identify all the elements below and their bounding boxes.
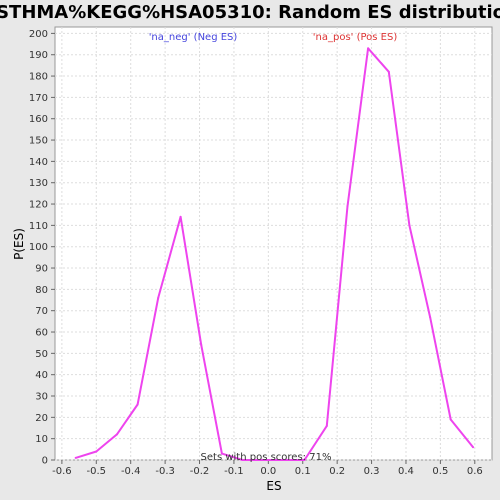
x-tick-label-2: -0.4	[121, 466, 141, 477]
data-point-0-14	[367, 47, 370, 50]
y-tick-label-20: 200	[29, 29, 48, 40]
x-tick-label-4: -0.2	[190, 466, 210, 477]
y-tick-label-12: 120	[29, 200, 48, 211]
y-tick-label-8: 80	[35, 285, 48, 296]
data-point-0-13	[346, 205, 349, 208]
legend-pos-es: 'na_pos' (Pos ES)	[313, 32, 398, 43]
y-tick-label-13: 130	[29, 178, 48, 189]
data-point-0-0	[74, 456, 77, 459]
pos-score-annotation: Sets with pos scores: 71%	[201, 452, 332, 463]
x-tick-label-1: -0.5	[87, 466, 107, 477]
y-tick-label-4: 40	[35, 370, 48, 381]
y-tick-label-5: 50	[35, 349, 48, 360]
legend-neg-es: 'na_neg' (Neg ES)	[149, 32, 238, 43]
x-tick-label-12: 0.6	[467, 466, 483, 477]
plot-area	[54, 26, 493, 461]
series-layer	[74, 47, 475, 461]
data-point-0-1	[95, 450, 98, 453]
x-tick-label-9: 0.3	[364, 466, 380, 477]
y-tick-label-2: 20	[35, 413, 48, 424]
x-tick-label-0: -0.6	[52, 466, 72, 477]
y-tick-label-11: 110	[29, 221, 48, 232]
y-tick-label-18: 180	[29, 72, 48, 83]
y-axis-ticks: 0 10 20 30 40 50 60 70 80 90 100 110 120 130 140 150 160…	[29, 29, 55, 467]
data-point-0-17	[429, 316, 432, 319]
series-line-0	[75, 47, 474, 461]
data-point-0-6	[200, 343, 203, 346]
x-axis-label: ES	[266, 479, 281, 493]
y-tick-label-10: 100	[29, 242, 48, 253]
x-tick-label-6: 0.0	[260, 466, 276, 477]
data-point-0-10	[282, 459, 285, 461]
data-point-0-4	[157, 296, 160, 299]
x-tick-label-7: 0.1	[295, 466, 311, 477]
data-point-0-8	[241, 459, 244, 461]
data-point-0-16	[408, 224, 411, 227]
data-point-0-15	[387, 70, 390, 73]
data-point-0-2	[115, 433, 118, 436]
y-tick-label-19: 190	[29, 50, 48, 61]
x-tick-label-3: -0.3	[155, 466, 175, 477]
y-tick-label-1: 10	[35, 434, 48, 445]
x-axis-ticks: -0.6 -0.5 -0.4 -0.3 -0.2 -0.1 0.0 0.1 0.2 0.3 0.4 0…	[52, 460, 483, 477]
data-point-0-11	[303, 459, 306, 461]
y-tick-label-7: 70	[35, 306, 48, 317]
y-tick-label-14: 140	[29, 157, 48, 168]
y-tick-label-9: 90	[35, 264, 48, 275]
data-point-0-5	[179, 215, 182, 218]
x-tick-label-10: 0.4	[398, 466, 414, 477]
y-tick-label-3: 30	[35, 392, 48, 403]
y-tick-label-16: 160	[29, 114, 48, 125]
data-point-0-9	[262, 459, 265, 461]
y-tick-label-0: 0	[42, 456, 48, 467]
gridlines	[55, 27, 492, 461]
data-point-0-7	[220, 452, 223, 455]
y-tick-label-6: 60	[35, 328, 48, 339]
data-point-0-12	[325, 424, 328, 427]
data-point-0-3	[136, 403, 139, 406]
x-tick-label-5: -0.1	[224, 466, 244, 477]
y-tick-label-15: 150	[29, 136, 48, 147]
chart-title: ASTHMA%KEGG%HSA05310: Random ES distribu…	[0, 2, 500, 23]
data-point-0-18	[449, 418, 452, 421]
y-axis-label: P(ES)	[12, 228, 26, 260]
x-tick-label-8: 0.2	[329, 466, 345, 477]
y-tick-label-17: 170	[29, 93, 48, 104]
x-tick-label-11: 0.5	[432, 466, 448, 477]
data-point-0-19	[472, 446, 475, 449]
